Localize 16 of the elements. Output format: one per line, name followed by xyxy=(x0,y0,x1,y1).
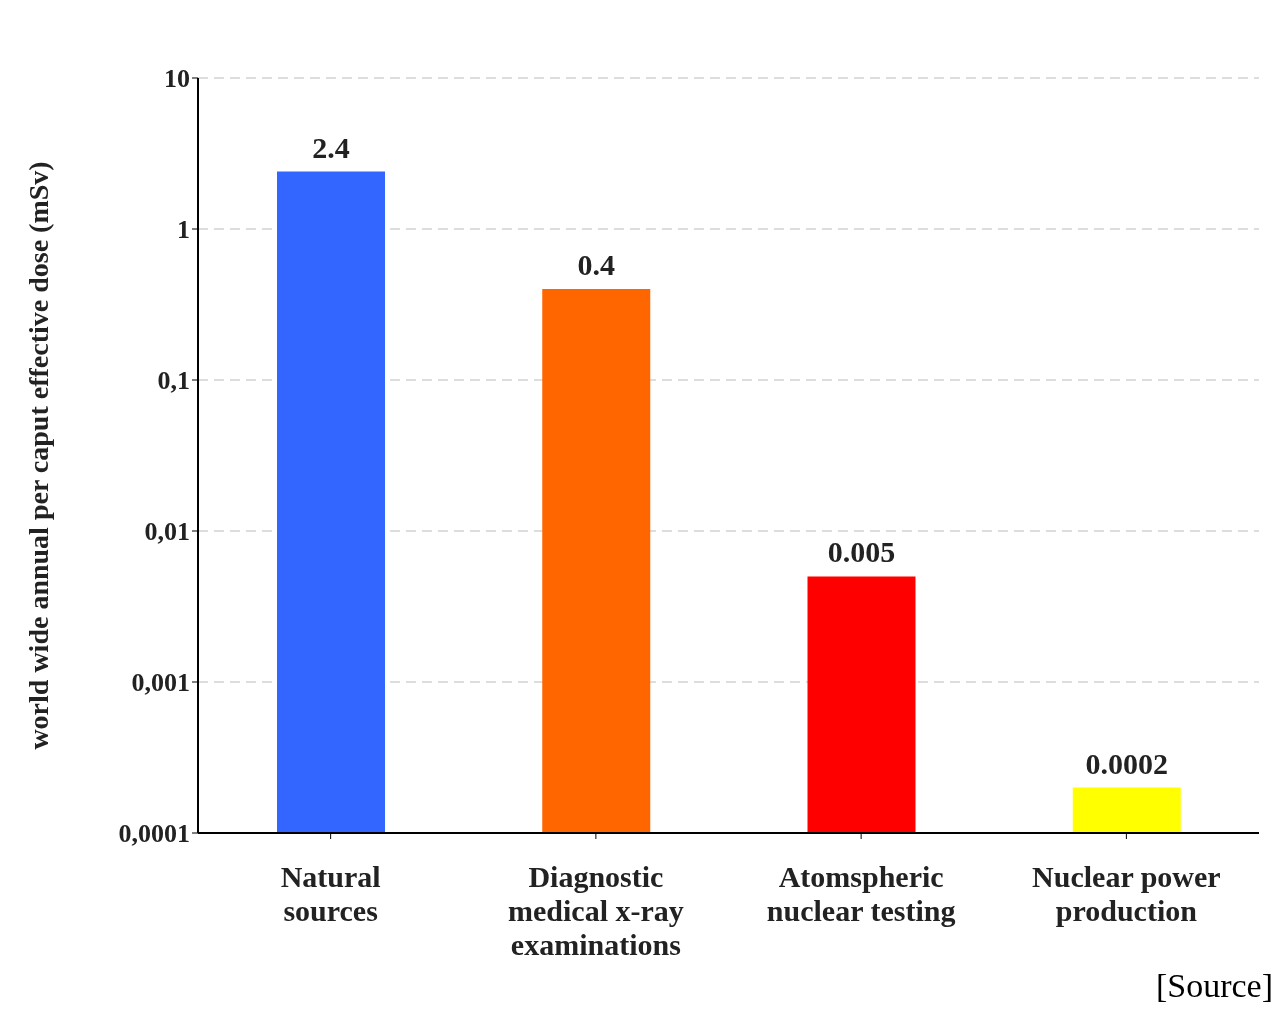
x-tick-label: Nuclear power production xyxy=(1032,860,1221,927)
y-tick-label: 1 xyxy=(177,215,190,245)
data-label: 2.4 xyxy=(312,130,350,164)
data-label: 0.4 xyxy=(577,248,615,282)
text: [Source] xyxy=(1155,967,1273,1005)
x-tick-label: Atomspheric nuclear testing xyxy=(766,860,956,927)
y-tick-label: 0,001 xyxy=(131,668,190,698)
y-tick-label: 0,01 xyxy=(144,517,190,547)
y-tick-label: 0,0001 xyxy=(118,819,190,849)
y-tick-label: 0,1 xyxy=(157,366,190,396)
data-label: 0.005 xyxy=(827,535,896,569)
x-tick-label: Natural sources xyxy=(280,860,381,927)
y-tick-label: 10 xyxy=(164,64,190,94)
y-axis-title: world wide annual per caput effective dose (mSv) xyxy=(22,161,54,750)
data-label: 0.0002 xyxy=(1085,746,1168,780)
x-tick-label: Diagnostic medical x-ray examinations xyxy=(507,860,684,961)
